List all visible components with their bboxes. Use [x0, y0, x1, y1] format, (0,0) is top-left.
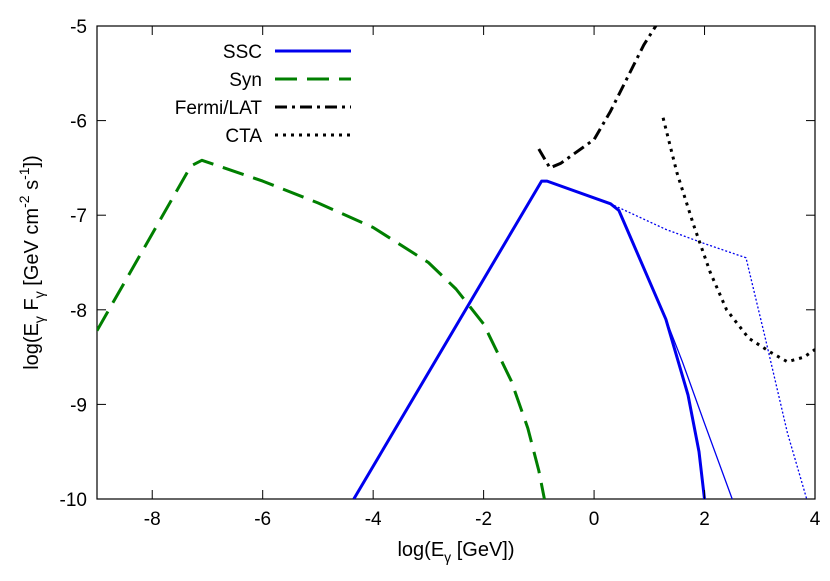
legend-label: Syn — [229, 70, 262, 91]
x-tick-label: 2 — [699, 509, 710, 530]
legend-label: SSC — [223, 42, 262, 63]
axis-labels: log(Eγ [GeV]) log(Eγ Fγ [GeV cm-2 s-1]) — [16, 155, 515, 565]
series-line-extra-2 — [610, 203, 808, 499]
series-line-ssc — [352, 179, 706, 499]
legend: SSC Syn Fermi/LAT CTA — [175, 42, 351, 147]
ticks-layer: -8 -6 -4 -2 0 2 4 -5 -6 -7 -8 -9 -10 — [60, 17, 821, 530]
series-line-cta — [661, 117, 815, 364]
y-axis-label: log(Eγ Fγ [GeV cm-2 s-1]) — [16, 155, 47, 370]
x-tick-label: -8 — [144, 509, 161, 530]
legend-label: Fermi/LAT — [175, 98, 263, 119]
legend-label: CTA — [225, 126, 262, 147]
series-line-syn — [97, 158, 546, 499]
y-tick-label: -7 — [70, 206, 87, 227]
series-layer — [97, 26, 815, 499]
x-tick-label: 0 — [589, 509, 600, 530]
y-tick-label: -5 — [70, 17, 87, 38]
series-line-fermi-lat — [537, 26, 658, 170]
y-tick-label: -10 — [60, 490, 87, 511]
x-axis-label: log(Eγ [GeV]) — [397, 539, 514, 565]
series-line-extra-1 — [618, 210, 733, 499]
x-tick-label: 4 — [810, 509, 821, 530]
x-tick-label: -2 — [475, 509, 492, 530]
plot-area — [96, 25, 816, 500]
y-tick-label: -8 — [70, 301, 87, 322]
y-tick-label: -9 — [70, 395, 87, 416]
x-tick-label: -4 — [365, 509, 382, 530]
x-tick-label: -6 — [254, 509, 271, 530]
y-tick-label: -6 — [70, 112, 87, 133]
plot-frame — [96, 25, 816, 500]
